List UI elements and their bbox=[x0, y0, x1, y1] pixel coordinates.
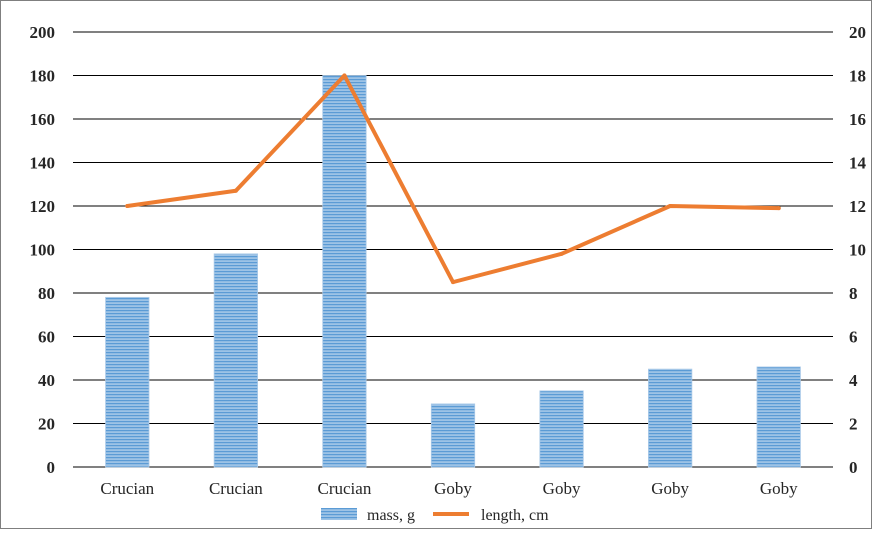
line-length bbox=[125, 73, 781, 285]
left-axis-tick-label: 80 bbox=[38, 284, 55, 303]
left-axis-labels: 0 20 40 60 80 100 120 140 160 180 200 bbox=[30, 23, 56, 477]
left-axis-tick-label: 140 bbox=[30, 154, 56, 173]
line-point-length bbox=[233, 188, 238, 193]
line-point-length bbox=[342, 73, 347, 78]
category-label: Crucian bbox=[100, 479, 154, 498]
line-series bbox=[125, 73, 781, 285]
right-axis-tick-label: 12 bbox=[849, 197, 866, 216]
line-point-length bbox=[125, 204, 130, 208]
legend-label-mass: mass, g bbox=[367, 507, 415, 524]
gridlines bbox=[73, 31, 833, 468]
bar-series bbox=[105, 75, 801, 468]
right-axis-tick-label: 20 bbox=[849, 23, 866, 42]
bar-mass bbox=[648, 368, 693, 468]
category-label: Goby bbox=[434, 479, 472, 498]
right-axis-tick-label: 0 bbox=[849, 458, 858, 477]
left-axis-tick-label: 200 bbox=[30, 23, 56, 42]
right-axis-tick-label: 2 bbox=[849, 415, 858, 434]
bar-mass bbox=[539, 390, 584, 468]
category-label: Crucian bbox=[318, 479, 372, 498]
bar-mass bbox=[430, 403, 476, 468]
bar-mass bbox=[756, 366, 801, 468]
left-axis-tick-label: 20 bbox=[38, 415, 55, 434]
legend-swatch-mass bbox=[321, 508, 357, 520]
right-axis-labels: 0 2 4 6 8 10 12 14 16 18 20 bbox=[849, 23, 867, 477]
left-axis-tick-label: 60 bbox=[38, 328, 55, 347]
line-point-length bbox=[559, 251, 564, 256]
right-axis-tick-label: 4 bbox=[849, 371, 858, 390]
left-axis-tick-label: 100 bbox=[30, 241, 56, 260]
right-axis-tick-label: 18 bbox=[849, 67, 866, 86]
line-point-length bbox=[668, 204, 673, 208]
right-axis-tick-label: 6 bbox=[849, 328, 858, 347]
right-axis-tick-label: 8 bbox=[849, 284, 858, 303]
category-axis-labels: Crucian Crucian Crucian Goby Goby Goby Goby bbox=[100, 479, 798, 498]
bar-mass bbox=[213, 253, 258, 468]
bar-mass bbox=[322, 75, 367, 468]
left-axis-tick-label: 160 bbox=[30, 110, 56, 129]
category-label: Goby bbox=[760, 479, 798, 498]
right-axis-tick-label: 14 bbox=[849, 154, 867, 173]
left-axis-tick-label: 180 bbox=[30, 67, 56, 86]
legend: mass, g length, cm bbox=[321, 507, 549, 524]
bar-mass bbox=[105, 296, 150, 468]
right-axis-tick-label: 16 bbox=[849, 110, 866, 129]
category-label: Goby bbox=[651, 479, 689, 498]
right-axis-tick-label: 10 bbox=[849, 241, 866, 260]
left-axis-tick-label: 120 bbox=[30, 197, 56, 216]
legend-label-length: length, cm bbox=[481, 507, 549, 524]
line-point-length bbox=[776, 206, 781, 211]
left-axis-tick-label: 0 bbox=[47, 458, 56, 477]
left-axis-tick-label: 40 bbox=[38, 371, 55, 390]
category-label: Goby bbox=[543, 479, 581, 498]
line-point-length bbox=[451, 280, 455, 285]
category-label: Crucian bbox=[209, 479, 263, 498]
